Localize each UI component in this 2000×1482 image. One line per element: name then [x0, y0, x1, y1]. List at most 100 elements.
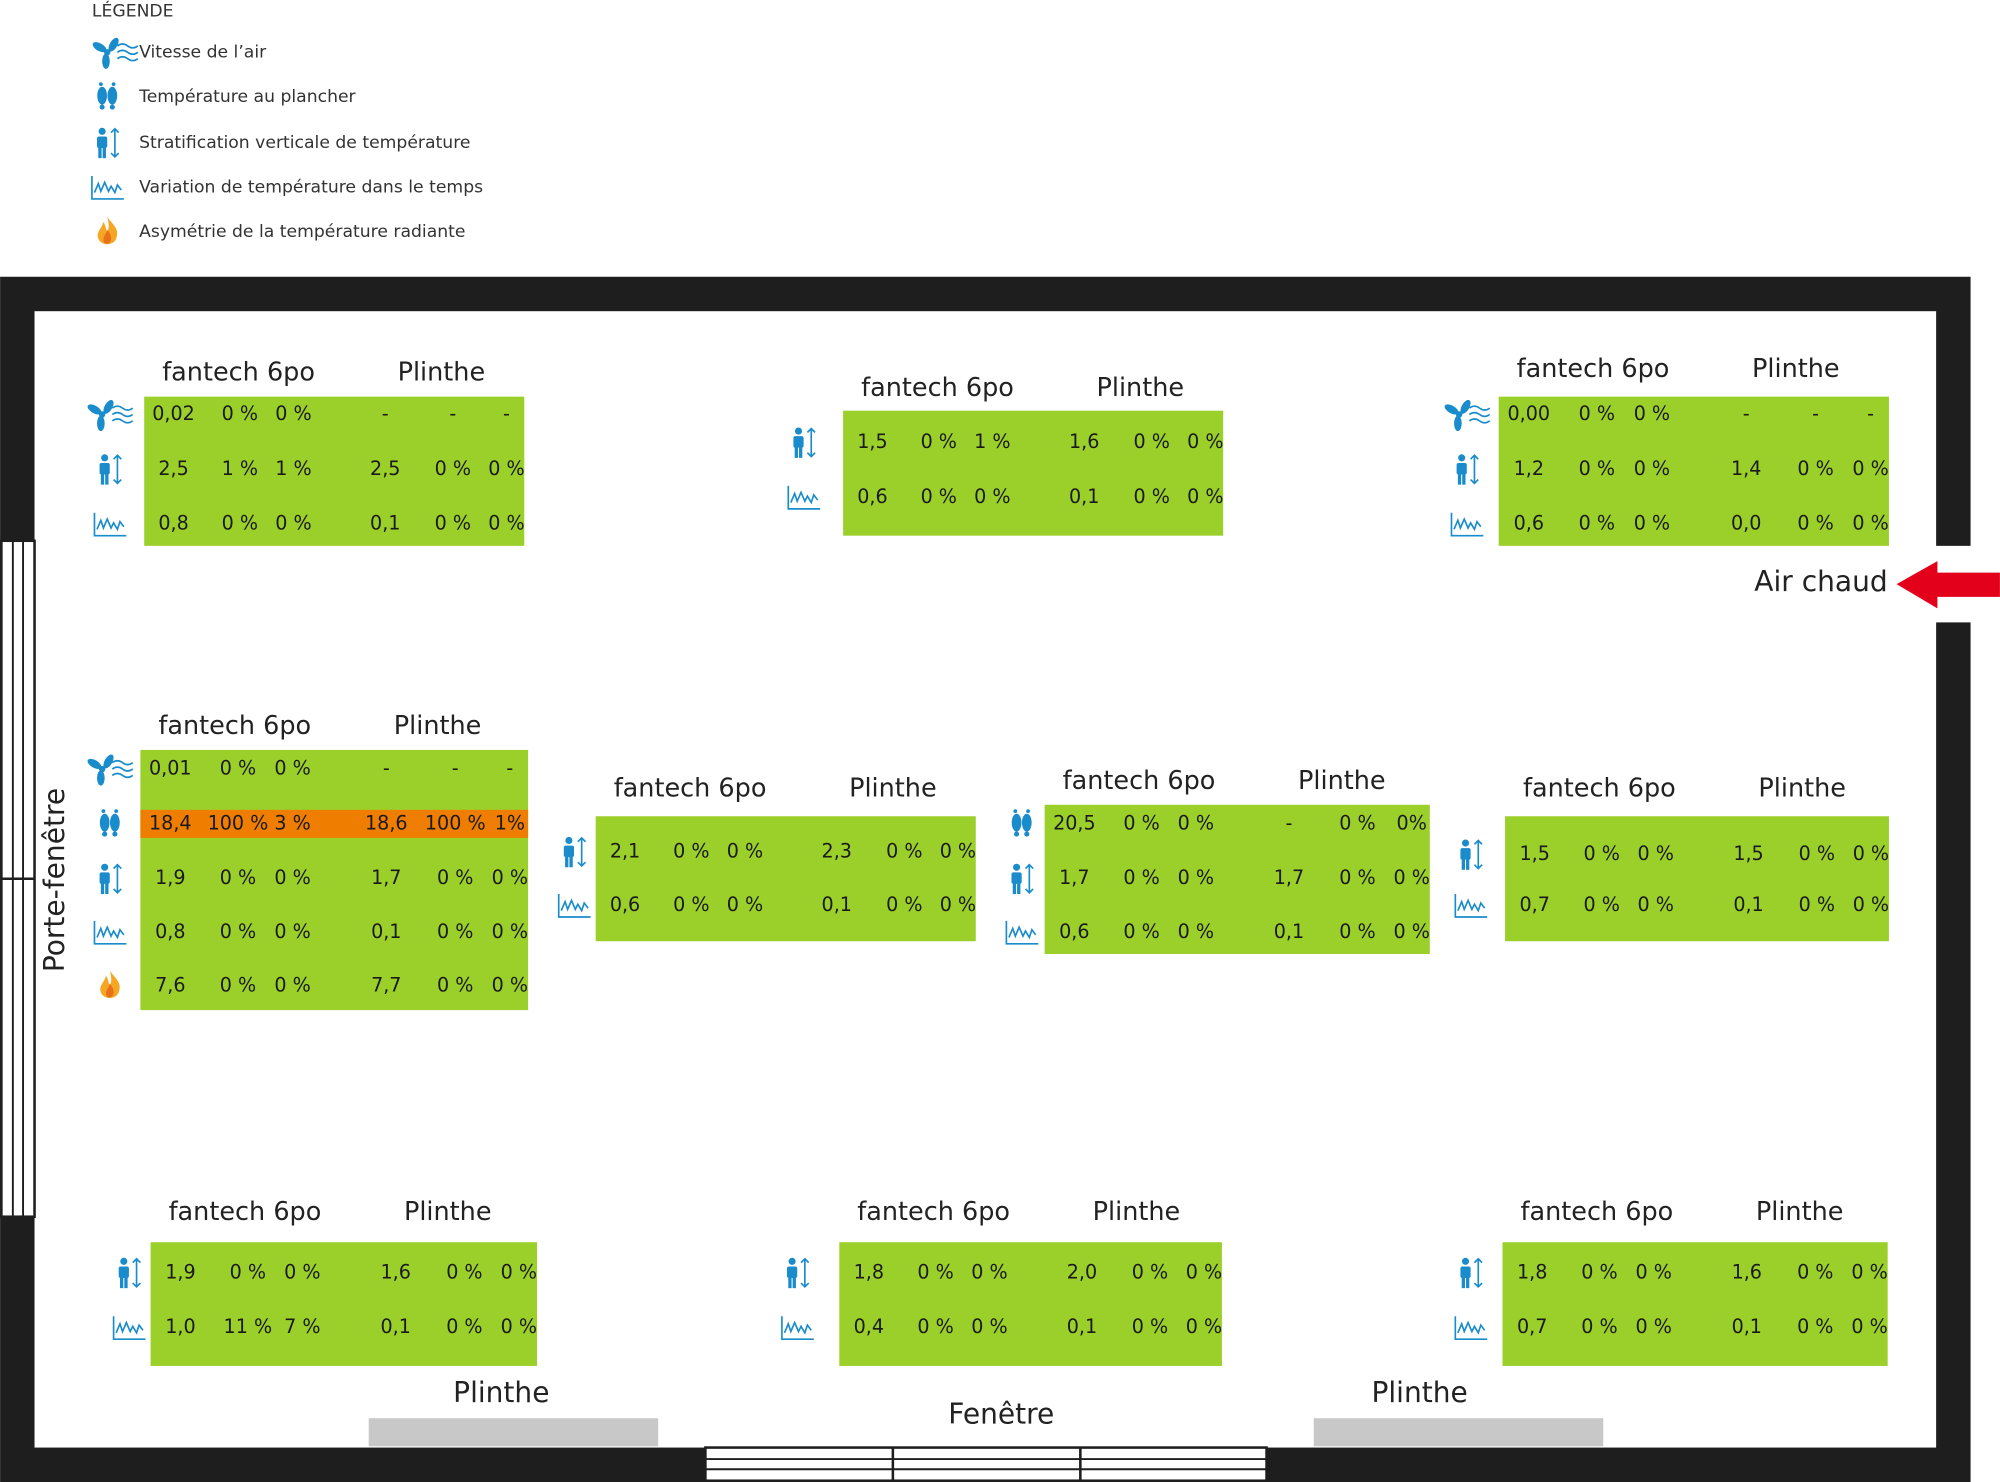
bottom-window	[704, 1446, 1268, 1482]
cell-value: 0,6	[610, 893, 640, 916]
cell-value: 0 %	[1852, 457, 1888, 480]
cell-value: 0 %	[1393, 866, 1429, 889]
cell-value: 0,4	[854, 1315, 884, 1338]
cell-value: 0 %	[971, 1260, 1007, 1283]
cell-value: 1 %	[974, 430, 1010, 453]
column-header: Plinthe	[1756, 1197, 1844, 1227]
cell-value: 0,1	[1274, 920, 1304, 943]
column-header: fantech 6po	[861, 373, 1014, 403]
column-header: Plinthe	[1752, 354, 1840, 384]
cell-value: 1,6	[1732, 1260, 1762, 1283]
cell-value: 0 %	[220, 757, 256, 780]
column-header: fantech 6po	[1523, 773, 1676, 803]
cell-value: 0 %	[435, 512, 471, 535]
column-header: Plinthe	[1298, 766, 1386, 796]
legend-item: Variation de température dans le temps	[139, 177, 483, 197]
cell-value: 0 %	[921, 485, 957, 508]
cell-value: 0 %	[1797, 512, 1833, 535]
cell-value: 0 %	[437, 866, 473, 889]
panel-background	[843, 410, 1224, 536]
baseboard	[368, 1418, 659, 1447]
cell-value: -	[452, 757, 459, 780]
column-header: fantech 6po	[169, 1197, 322, 1227]
cell-value: 0 %	[1123, 811, 1159, 834]
column-header: fantech 6po	[614, 773, 767, 803]
cell-value: 0%	[1397, 811, 1427, 834]
cell-value: 0 %	[1851, 1260, 1887, 1283]
cell-value: 1,8	[854, 1260, 884, 1283]
cell-value: 0,6	[1059, 920, 1089, 943]
cell-value: 0,8	[158, 512, 188, 535]
cell-value: 0 %	[222, 402, 258, 425]
cell-value: 0 %	[1186, 1260, 1222, 1283]
cell-value: 18,4	[149, 811, 192, 834]
cell-value: 100 %	[425, 811, 486, 834]
cell-value: 0 %	[437, 973, 473, 996]
cell-value: -	[1285, 811, 1292, 834]
measurement-panel: fantech 6po Plinthe 2,1 0 % 0 % 2,3 0 % 0 % 0,6 0…	[557, 773, 976, 942]
cell-value: 0 %	[274, 757, 310, 780]
cell-value: 0 %	[446, 1260, 482, 1283]
cell-value: 0 %	[492, 866, 528, 889]
cell-value: 0 %	[1797, 1315, 1833, 1338]
cell-value: 1,4	[1731, 457, 1761, 480]
measurement-panel: fantech 6po Plinthe 0,00 0 % 0 % - - - 1,2 0 % 0 %…	[1442, 354, 1889, 546]
cell-value: 0 %	[501, 1315, 537, 1338]
measurement-panel: fantech 6po Plinthe 1,8 0 % 0 % 1,6 0 % 0 % 0,7 0…	[1454, 1197, 1888, 1366]
cell-value: 0 %	[1638, 893, 1674, 916]
column-header: Plinthe	[398, 358, 486, 388]
cell-value: 7,6	[155, 973, 185, 996]
cell-value: 100 %	[208, 811, 269, 834]
cell-value: 0 %	[284, 1260, 320, 1283]
cell-value: 1 %	[275, 457, 311, 480]
measurement-panel: fantech 6po Plinthe 0,01 0 % 0 % - - - 18,4 100 %…	[85, 711, 529, 1011]
cell-value: -	[1867, 402, 1874, 425]
icon-strat	[96, 126, 120, 159]
cell-value: 0,1	[1067, 1315, 1097, 1338]
cell-value: 1,7	[371, 866, 401, 889]
panel-background	[140, 749, 529, 1011]
cell-value: 0 %	[220, 866, 256, 889]
column-header: Plinthe	[1093, 1197, 1181, 1227]
cell-value: 0,7	[1519, 893, 1549, 916]
cell-value: 0 %	[1636, 1315, 1672, 1338]
cell-value: 0 %	[1134, 485, 1170, 508]
air-label: Air chaud	[1754, 565, 1887, 598]
window-label: Fenêtre	[948, 1398, 1054, 1431]
cell-value: 0 %	[1579, 457, 1615, 480]
cell-value: 0 %	[673, 839, 709, 862]
cell-value: 0 %	[974, 485, 1010, 508]
measurement-panel: fantech 6po Plinthe 1,5 0 % 1 % 1,6 0 % 0 % 0,6 0…	[787, 373, 1224, 536]
cell-value: 1 %	[222, 457, 258, 480]
cell-value: 0 %	[1634, 512, 1670, 535]
icon-foot	[97, 82, 118, 110]
cell-value: 1,5	[857, 430, 887, 453]
cell-value: 0 %	[1797, 457, 1833, 480]
icon-fire	[97, 216, 118, 245]
cell-value: 18,6	[365, 811, 408, 834]
measurement-panel: fantech 6po Plinthe 1,8 0 % 0 % 2,0 0 % 0 % 0,4 0…	[781, 1197, 1222, 1366]
cell-value: 0 %	[1339, 920, 1375, 943]
cell-value: 1,5	[1519, 842, 1549, 865]
cell-value: 0 %	[274, 973, 310, 996]
column-header: Plinthe	[404, 1197, 492, 1227]
cell-value: 0 %	[727, 839, 763, 862]
cell-value: -	[382, 402, 389, 425]
panel-background	[1044, 804, 1430, 954]
cell-value: 0 %	[1634, 457, 1670, 480]
cell-value: 0,6	[1514, 512, 1544, 535]
cell-value: 0 %	[1851, 1315, 1887, 1338]
panel-background	[144, 396, 525, 546]
legend-item: Vitesse de l’air	[139, 42, 267, 62]
cell-value: 0 %	[1583, 842, 1619, 865]
cell-value: 0 %	[435, 457, 471, 480]
panel-background	[839, 1242, 1222, 1366]
cell-value: 0 %	[1636, 1260, 1672, 1283]
cell-value: 1,5	[1733, 842, 1763, 865]
cell-value: 0 %	[940, 893, 976, 916]
measurement-panel: fantech 6po Plinthe 1,9 0 % 0 % 1,6 0 % 0 % 1,0 1…	[112, 1197, 537, 1366]
cell-value: 0,1	[822, 893, 852, 916]
cell-value: 0 %	[1581, 1315, 1617, 1338]
air-arrow	[1896, 561, 2000, 609]
cell-value: 1,0	[165, 1315, 195, 1338]
